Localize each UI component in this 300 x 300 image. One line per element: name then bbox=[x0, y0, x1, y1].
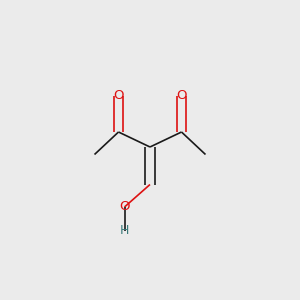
Text: O: O bbox=[119, 200, 130, 214]
Text: O: O bbox=[113, 89, 124, 103]
Text: O: O bbox=[176, 89, 187, 103]
Text: H: H bbox=[120, 224, 129, 238]
